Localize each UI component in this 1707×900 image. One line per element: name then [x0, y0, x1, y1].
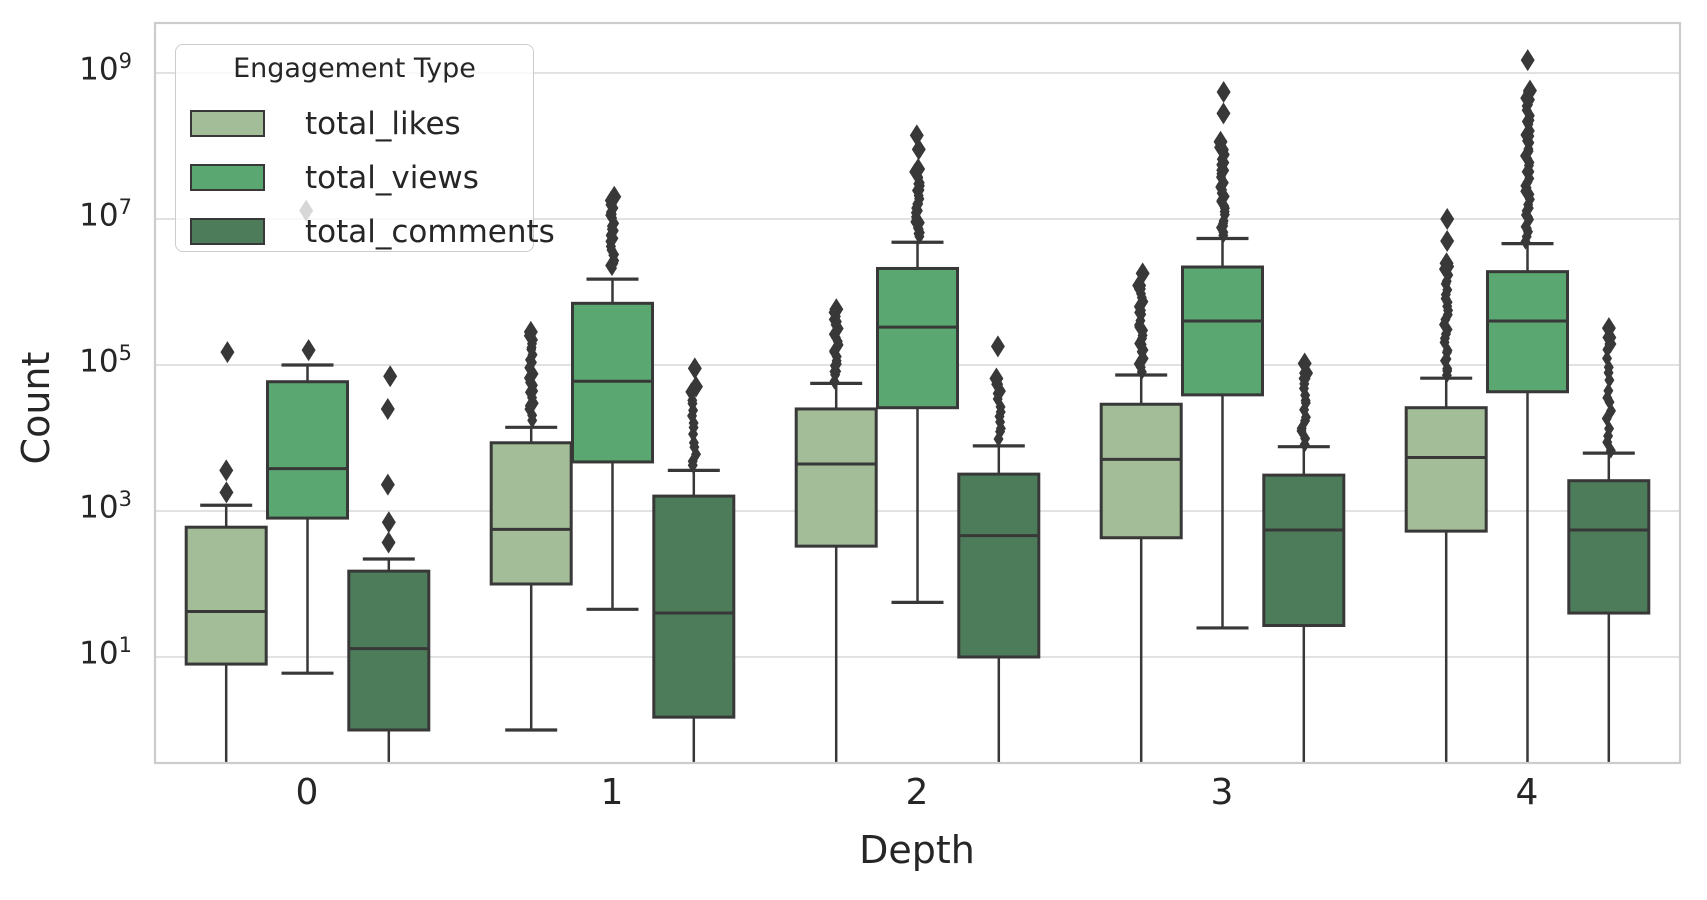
box-total_views-depth3	[1181, 265, 1264, 397]
x-tick-0: 0	[295, 772, 319, 813]
outlier-total_comments-depth1	[688, 375, 703, 398]
legend-swatch-total-views	[190, 164, 265, 191]
legend-item-total-likes: total_likes	[190, 106, 461, 142]
outlier-total_views-depth4	[1520, 49, 1535, 72]
x-tick-2: 2	[905, 772, 929, 813]
outlier-total_likes-depth4	[1439, 252, 1454, 275]
y-tick-1e7: 107	[79, 195, 132, 234]
outlier-total_likes-depth1	[523, 320, 538, 343]
y-tick-1e3: 103	[79, 487, 132, 526]
legend-title: Engagement Type	[233, 53, 476, 84]
axes-frame	[153, 21, 1682, 765]
box-total_comments-depth3	[1262, 473, 1346, 628]
outlier-total_views-depth2	[911, 157, 926, 180]
outlier-total_likes-depth0	[219, 481, 234, 504]
outlier-total_likes-depth3	[1135, 262, 1150, 285]
y-tick-1e9: 109	[79, 49, 132, 88]
y-tick-1e5: 105	[79, 341, 132, 380]
outlier-total_likes-depth0	[219, 459, 234, 482]
outlier-total_comments-depth0	[380, 397, 395, 420]
box-total_likes-depth2	[794, 407, 878, 548]
outlier-total_likes-depth2	[829, 298, 844, 321]
outlier-total_comments-depth2	[990, 335, 1005, 358]
outlier-total_views-depth0	[301, 339, 316, 362]
legend-label: total_views	[305, 159, 479, 196]
box-total_comments-depth2	[957, 472, 1041, 659]
legend: Engagement Type total_likes total_views …	[175, 44, 555, 252]
legend-swatch-total-likes	[190, 110, 265, 137]
outlier-total_views-depth3	[1216, 102, 1231, 125]
outlier-total_views-depth1	[607, 185, 622, 208]
legend-item-total-comments: total_comments	[190, 214, 555, 250]
box-total_views-depth4	[1486, 270, 1569, 394]
box-total_comments-depth4	[1567, 479, 1651, 615]
outlier-total_comments-depth4	[1603, 382, 1614, 399]
box-total_comments-depth0	[347, 569, 431, 732]
x-tick-1: 1	[600, 772, 624, 813]
box-total_likes-depth0	[184, 525, 268, 666]
outlier-total_comments-depth4	[1602, 350, 1613, 367]
outlier-total_comments-depth0	[383, 365, 398, 388]
y-tick-1e1: 101	[79, 633, 132, 672]
legend-label: total_likes	[305, 105, 461, 142]
outlier-total_likes-depth0	[220, 341, 235, 364]
x-axis-label: Depth	[859, 828, 975, 872]
outlier-total_likes-depth4	[1440, 229, 1455, 252]
box-total_views-depth0	[266, 380, 349, 520]
outlier-total_views-depth2	[909, 124, 924, 147]
box-total_comments-depth1	[652, 494, 736, 719]
outlier-total_views-depth4	[1524, 122, 1535, 139]
y-axis-label: Count	[14, 351, 58, 465]
outlier-total_comments-depth4	[1601, 317, 1616, 340]
outlier-total_likes-depth4	[1440, 208, 1455, 230]
outlier-total_comments-depth2	[989, 367, 1004, 390]
x-tick-4: 4	[1515, 772, 1539, 813]
outlier-total_views-depth4	[1522, 79, 1537, 102]
box-total_views-depth2	[876, 266, 959, 410]
box-total_likes-depth4	[1404, 406, 1488, 533]
legend-item-total-views: total_views	[190, 160, 479, 196]
outlier-total_views-depth3	[1216, 80, 1231, 103]
box-total_likes-depth3	[1099, 402, 1183, 540]
outlier-total_comments-depth3	[1297, 352, 1312, 375]
outlier-total_comments-depth1	[687, 357, 702, 380]
outlier-total_comments-depth0	[380, 473, 395, 496]
outlier-total_views-depth3	[1213, 130, 1228, 153]
outlier-total_comments-depth0	[381, 531, 396, 554]
legend-label: total_comments	[305, 213, 555, 250]
box-total_likes-depth1	[489, 441, 573, 586]
x-tick-3: 3	[1210, 772, 1234, 813]
outlier-total_comments-depth0	[381, 511, 396, 534]
legend-swatch-total-comments	[190, 218, 265, 245]
